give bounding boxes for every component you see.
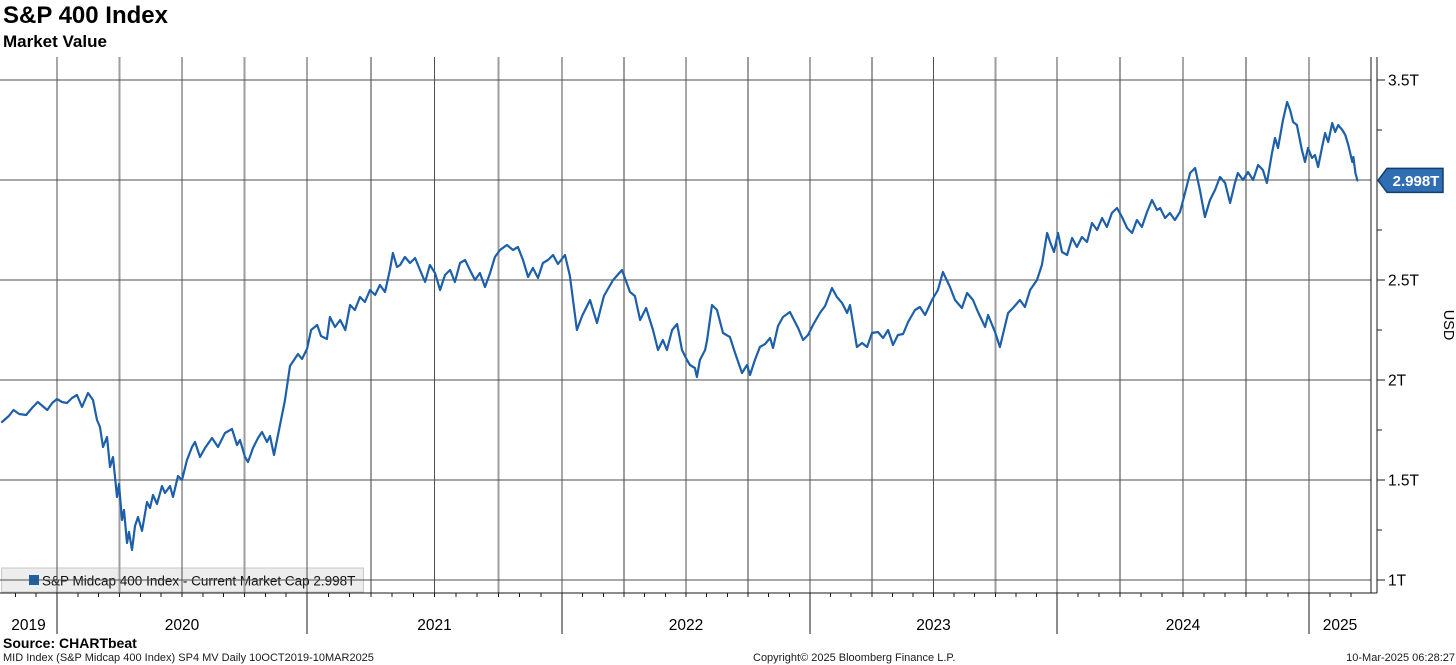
price-line[interactable] [0, 100, 1359, 552]
source-label: Source: CHARTbeat [3, 635, 137, 651]
timestamp: 10-Mar-2025 06:28:27 [1346, 652, 1455, 664]
x-year-label: 2023 [916, 617, 950, 634]
x-year-label: 2020 [165, 617, 200, 634]
y-tick-label: 3.5T [1388, 73, 1420, 90]
y-tick-label: 2T [1388, 373, 1407, 390]
current-value-label: 2.998T [1393, 173, 1440, 190]
y-tick-label: 2.5T [1388, 273, 1420, 290]
y-tick-label: 1.5T [1388, 473, 1420, 490]
x-year-label: 2021 [417, 617, 451, 634]
axes [0, 57, 1385, 634]
x-year-label: 2019 [11, 617, 45, 634]
y-axis-title: USD [1440, 310, 1456, 341]
x-year-label: 2024 [1166, 617, 1201, 634]
x-year-label: 2022 [669, 617, 703, 634]
x-year-label: 2025 [1323, 617, 1357, 634]
axis-labels: 1T 2T 1.5T 2.5T 3.5T 2019 2020 2021 2022 2023 2024… [11, 73, 1456, 635]
ticker-description: MID Index (S&P Midcap 400 Index) SP4 MV … [3, 652, 374, 664]
current-value-badge: 2.998T [1377, 167, 1444, 194]
copyright-notice: Copyright© 2025 Bloomberg Finance L.P. [753, 652, 956, 664]
page-title: S&P 400 Index [3, 2, 168, 29]
legend-label: S&P Midcap 400 Index - Current Market Ca… [42, 574, 355, 589]
y-tick-label: 1T [1388, 573, 1407, 590]
chart-subtitle: Market Value [3, 32, 107, 51]
gridlines [0, 57, 1371, 593]
